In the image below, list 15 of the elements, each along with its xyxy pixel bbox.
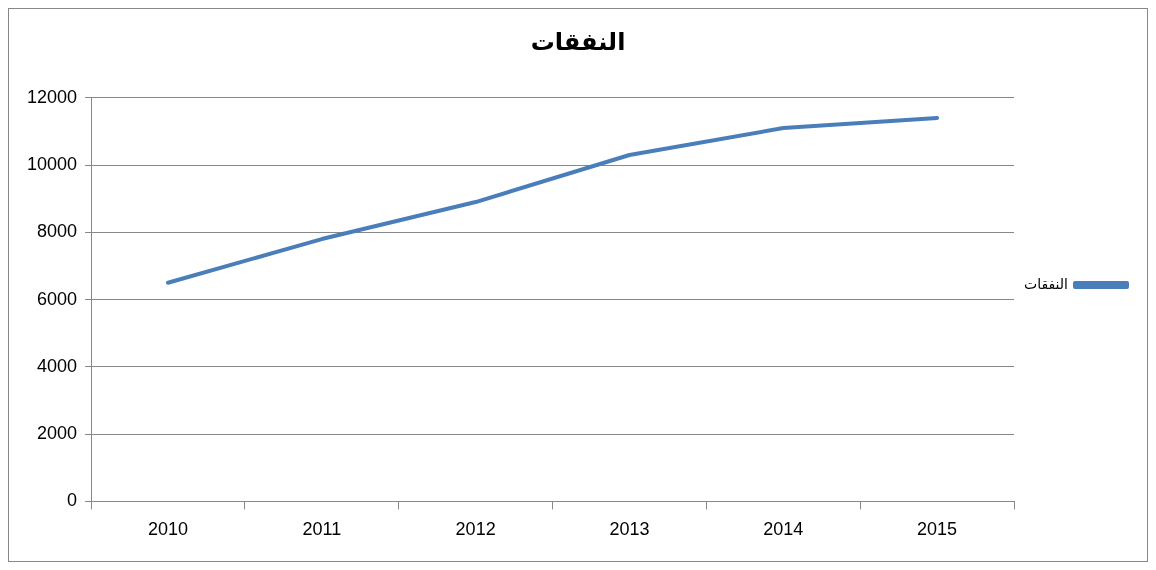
y-tick-label: 8000 xyxy=(37,221,78,242)
x-tick-label: 2010 xyxy=(147,519,188,540)
x-tick-label: 2013 xyxy=(609,519,650,540)
x-tick-label: 2015 xyxy=(917,519,958,540)
x-tick-label: 2014 xyxy=(763,519,804,540)
y-tick-label: 6000 xyxy=(37,288,78,309)
y-tick-label: 12000 xyxy=(26,86,78,107)
y-tick-label: 2000 xyxy=(37,423,78,444)
y-tick-label: 0 xyxy=(67,490,78,511)
chart-title: النفقات xyxy=(530,27,626,56)
legend-label: النفقات xyxy=(1024,275,1068,292)
y-tick-label: 10000 xyxy=(26,154,78,175)
x-tick-label: 2012 xyxy=(455,519,496,540)
x-tick-label: 2011 xyxy=(302,519,342,540)
y-tick-label: 4000 xyxy=(37,355,78,376)
